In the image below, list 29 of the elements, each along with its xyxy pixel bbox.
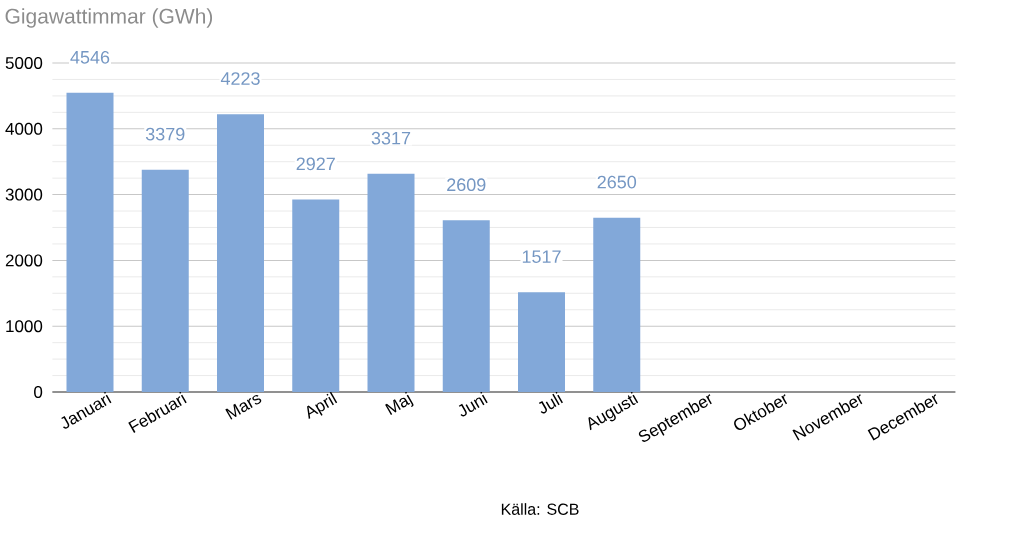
bar — [593, 217, 641, 392]
bar — [518, 292, 566, 392]
data-label: 2927 — [296, 157, 335, 171]
x-tick-label: Mars — [225, 394, 262, 420]
bar — [141, 169, 189, 392]
y-tick-label: 3000 — [5, 188, 43, 201]
data-label: 2609 — [447, 178, 486, 192]
x-tick-label: April — [307, 391, 338, 419]
data-label: 1517 — [522, 250, 561, 263]
data-label: 3317 — [371, 131, 411, 145]
bar — [66, 92, 114, 392]
y-axis-title: Gigawattimmar (GWh) — [5, 8, 213, 28]
y-tick-label: 5000 — [5, 56, 43, 70]
y-tick-label: 4000 — [5, 122, 43, 135]
y-tick-label: 0 — [34, 385, 43, 399]
bar — [442, 220, 490, 392]
y-tick-label: 1000 — [6, 320, 43, 333]
x-tick-label: Juli — [538, 391, 563, 414]
text: Källa: SCB — [501, 503, 579, 515]
y-tick-label: 2000 — [5, 254, 43, 267]
x-tick-label: Maj — [385, 391, 414, 415]
bar — [217, 114, 264, 392]
data-label: 2650 — [597, 175, 637, 189]
data-label: 4546 — [70, 50, 110, 64]
data-label: 4223 — [220, 72, 260, 85]
bar — [292, 199, 340, 392]
bar — [367, 173, 415, 392]
data-label: 3379 — [145, 127, 185, 141]
x-tick-label: Juni — [458, 391, 488, 417]
